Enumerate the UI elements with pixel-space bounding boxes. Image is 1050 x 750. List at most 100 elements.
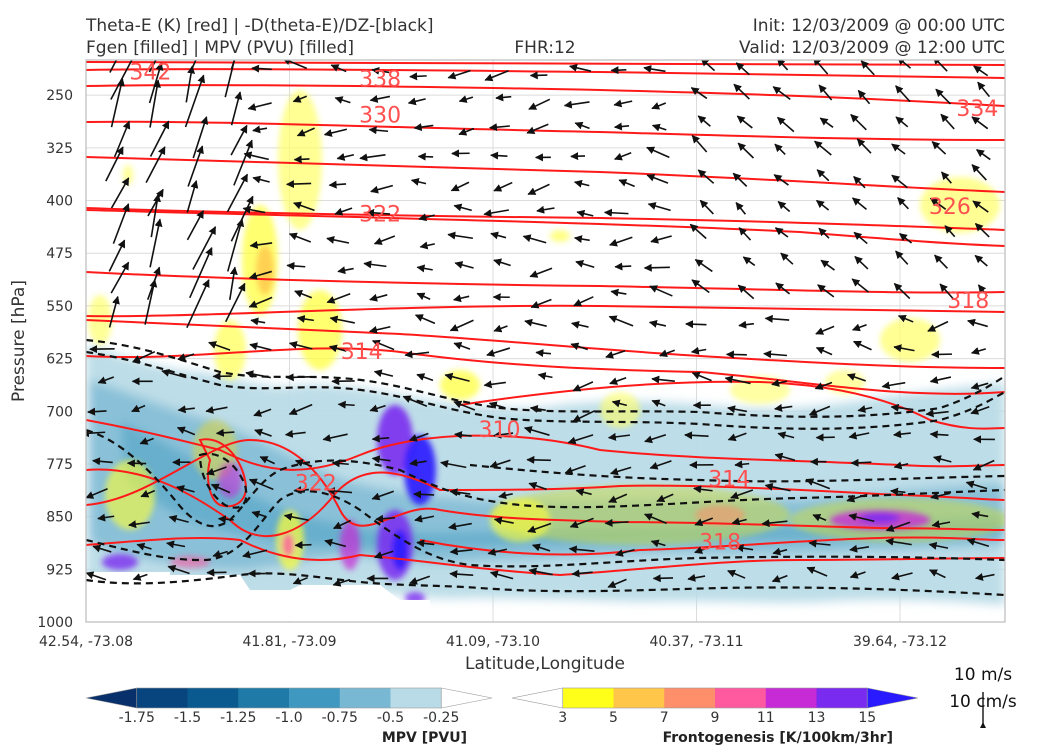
wind-vector (609, 466, 632, 476)
colorbar-segment (289, 688, 341, 708)
wind-vector (248, 478, 274, 491)
plot-area: 342 338 334 330 326 322 318 314 310 314 318 322 (85, 59, 1006, 623)
wind-vector (294, 290, 313, 299)
wind-vector (486, 347, 511, 357)
wind-vector (973, 65, 989, 77)
wind-vector (110, 60, 133, 100)
y-tick-label: 925 (46, 562, 73, 578)
wind-vector (86, 429, 106, 438)
wind-vector (724, 375, 751, 385)
wind-vector (293, 201, 315, 212)
wind-vector (776, 60, 789, 71)
wind-vector (453, 294, 470, 303)
theta-e-contour-label: 322 (359, 203, 401, 228)
colorbar-tick-label: -1.75 (119, 710, 155, 726)
wind-vector (727, 569, 746, 579)
wind-vector (458, 127, 475, 136)
theta-e-contour-label: 318 (947, 289, 989, 314)
wind-vector (440, 459, 467, 469)
y-tick-label: 250 (46, 88, 73, 104)
colorbar-tick-label: 15 (858, 710, 876, 726)
wind-vector (777, 431, 795, 440)
wind-vector (685, 320, 707, 329)
colorbar-segment (136, 688, 188, 708)
wind-vector (608, 493, 628, 503)
wind-vector (224, 60, 236, 98)
wind-vector (570, 342, 588, 351)
wind-vector (890, 403, 914, 412)
wind-vector (92, 457, 113, 466)
wind-vector (336, 153, 355, 161)
wind-vector (132, 350, 156, 363)
wind-vector (939, 283, 955, 300)
wind-vector (853, 175, 866, 189)
wind-vector (375, 514, 396, 523)
wind-vector (413, 490, 435, 499)
wind-vector (259, 456, 275, 465)
wind-vector (777, 200, 791, 213)
wind-vector (774, 452, 796, 462)
wind-scale-legend: 10 m/s 10 cm/s (949, 665, 1017, 728)
wind-vector (288, 341, 313, 350)
wind-vector (328, 180, 347, 189)
wind-vector (210, 483, 231, 494)
wind-vector (806, 566, 828, 577)
wind-vector (649, 460, 672, 470)
wind-vector (252, 175, 270, 184)
wind-vector (965, 480, 988, 490)
wind-vector (891, 143, 906, 155)
wind-vector (761, 519, 788, 528)
wind-vector (805, 478, 831, 490)
y-tick-label: 400 (46, 194, 73, 210)
wind-vector (110, 177, 130, 209)
y-tick-label: 325 (46, 141, 73, 157)
wind-vector (817, 284, 835, 298)
wind-vector (139, 437, 154, 445)
wind-vector (697, 169, 715, 184)
wind-vector (296, 127, 315, 137)
wind-vector (416, 373, 434, 382)
colorbar-title: MPV [PVU] (382, 730, 467, 746)
wind-vector (734, 460, 750, 469)
wind-vector (185, 65, 196, 103)
wind-vector (851, 197, 867, 210)
wind-vector (614, 548, 635, 557)
wind-vector (537, 372, 553, 380)
wind-vector (483, 380, 506, 389)
wind-vector (974, 222, 990, 238)
wind-vector (161, 368, 187, 379)
wind-vector (449, 488, 471, 497)
wind-vector (292, 576, 308, 585)
colorbar-segment (562, 688, 614, 708)
wind-vector (526, 123, 549, 134)
wind-vector (568, 545, 595, 554)
wind-vector (693, 485, 713, 494)
wind-vector (927, 320, 949, 332)
wind-vector (410, 177, 427, 186)
y-tick-label: 625 (46, 352, 73, 368)
wind-vector (932, 60, 948, 72)
wind-vector (324, 538, 347, 548)
wind-vector (249, 342, 272, 351)
wind-vector (736, 115, 753, 129)
wind-vector (176, 485, 195, 493)
wind-vector (86, 488, 108, 499)
y-axis: 250 325 400 475 550 625 700 775 850 925 1000 (37, 88, 73, 631)
wind-vector (573, 296, 594, 307)
wind-vector (977, 284, 988, 297)
wind-vector (814, 381, 833, 390)
wind-vector (818, 84, 833, 101)
wind-vector (536, 205, 555, 214)
wind-vector (569, 517, 594, 529)
wind-vector (971, 116, 989, 130)
wind-vector (694, 517, 714, 526)
wind-vector (737, 284, 755, 300)
theta-e-contour-label: 310 (479, 418, 521, 443)
wind-vector (614, 262, 632, 271)
wind-vector (881, 381, 906, 390)
wind-vector (815, 199, 830, 211)
wind-vector (684, 431, 709, 440)
wind-vector (248, 296, 273, 308)
wind-vector (971, 164, 987, 181)
